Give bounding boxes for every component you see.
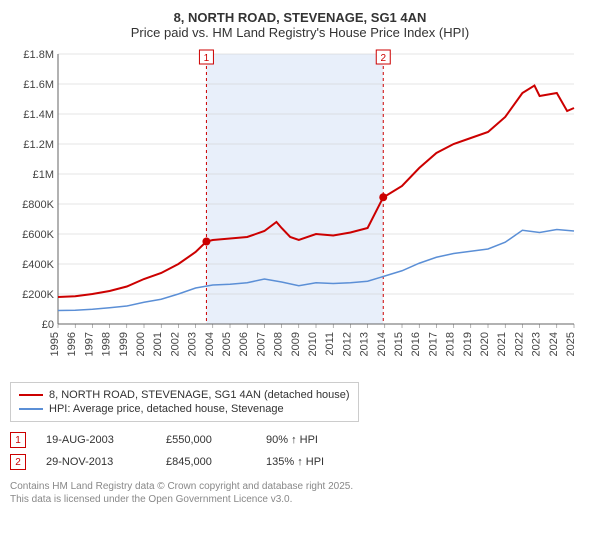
svg-text:2024: 2024 <box>548 332 560 356</box>
svg-text:1998: 1998 <box>101 332 113 356</box>
event-price: £845,000 <box>166 456 246 468</box>
svg-text:2002: 2002 <box>169 332 181 356</box>
svg-text:2000: 2000 <box>135 332 147 356</box>
svg-text:2007: 2007 <box>255 332 267 356</box>
event-table: 1 19-AUG-2003 £550,000 90% ↑ HPI 2 29-NOV-201… <box>10 432 590 470</box>
svg-text:2020: 2020 <box>479 332 491 356</box>
svg-text:1997: 1997 <box>83 332 95 356</box>
legend-swatch <box>19 408 43 410</box>
event-date: 19-AUG-2003 <box>46 434 146 446</box>
svg-text:2: 2 <box>380 53 386 64</box>
svg-text:1996: 1996 <box>66 332 78 356</box>
price-chart: £0 £200K £400K £600K £800K £1M £1.2M £1.4M £1.6M… <box>10 46 580 376</box>
svg-text:2003: 2003 <box>187 332 199 356</box>
svg-text:£1.6M: £1.6M <box>23 79 54 91</box>
svg-text:2001: 2001 <box>152 332 164 356</box>
svg-text:2005: 2005 <box>221 332 233 356</box>
title-line1: 8, NORTH ROAD, STEVENAGE, SG1 4AN <box>10 10 590 25</box>
svg-text:2006: 2006 <box>238 332 250 356</box>
svg-text:£400K: £400K <box>22 259 54 271</box>
event-pct: 135% ↑ HPI <box>266 456 324 468</box>
svg-text:2018: 2018 <box>445 332 457 356</box>
event-row: 1 19-AUG-2003 £550,000 90% ↑ HPI <box>10 432 590 448</box>
svg-text:2015: 2015 <box>393 332 405 356</box>
svg-text:2014: 2014 <box>376 332 388 356</box>
svg-text:2021: 2021 <box>496 332 508 356</box>
event-marker: 1 <box>10 432 26 448</box>
footer-line2: This data is licensed under the Open Gov… <box>10 493 590 506</box>
svg-text:2004: 2004 <box>204 332 216 356</box>
svg-text:2019: 2019 <box>462 332 474 356</box>
svg-text:£600K: £600K <box>22 229 54 241</box>
event-pct: 90% ↑ HPI <box>266 434 318 446</box>
svg-text:2008: 2008 <box>273 332 285 356</box>
svg-text:£200K: £200K <box>22 289 54 301</box>
svg-text:£1.2M: £1.2M <box>23 139 54 151</box>
chart-container: £0 £200K £400K £600K £800K £1M £1.2M £1.4M £1.6M… <box>10 46 590 376</box>
svg-text:2011: 2011 <box>324 332 336 356</box>
svg-text:2016: 2016 <box>410 332 422 356</box>
footer-line1: Contains HM Land Registry data © Crown c… <box>10 480 590 493</box>
event-marker: 2 <box>10 454 26 470</box>
event-row: 2 29-NOV-2013 £845,000 135% ↑ HPI <box>10 454 590 470</box>
svg-text:£1.4M: £1.4M <box>23 109 54 121</box>
legend-label: 8, NORTH ROAD, STEVENAGE, SG1 4AN (detac… <box>49 389 350 401</box>
legend: 8, NORTH ROAD, STEVENAGE, SG1 4AN (detac… <box>10 382 359 422</box>
event-date: 29-NOV-2013 <box>46 456 146 468</box>
svg-text:1: 1 <box>204 53 210 64</box>
svg-text:2017: 2017 <box>427 332 439 356</box>
legend-label: HPI: Average price, detached house, Stev… <box>49 403 284 415</box>
svg-text:£0: £0 <box>42 319 54 331</box>
svg-text:2010: 2010 <box>307 332 319 356</box>
svg-text:£1.8M: £1.8M <box>23 49 54 61</box>
svg-text:1999: 1999 <box>118 332 130 356</box>
svg-text:2012: 2012 <box>341 332 353 356</box>
title-line2: Price paid vs. HM Land Registry's House … <box>10 25 590 40</box>
svg-text:£1M: £1M <box>33 169 54 181</box>
chart-title: 8, NORTH ROAD, STEVENAGE, SG1 4AN Price … <box>10 10 590 40</box>
svg-text:2013: 2013 <box>359 332 371 356</box>
svg-text:2009: 2009 <box>290 332 302 356</box>
legend-row: HPI: Average price, detached house, Stev… <box>19 403 350 415</box>
footer-attribution: Contains HM Land Registry data © Crown c… <box>10 480 590 506</box>
legend-swatch <box>19 394 43 396</box>
event-price: £550,000 <box>166 434 246 446</box>
svg-text:2025: 2025 <box>565 332 577 356</box>
svg-text:2023: 2023 <box>531 332 543 356</box>
legend-row: 8, NORTH ROAD, STEVENAGE, SG1 4AN (detac… <box>19 389 350 401</box>
svg-text:1995: 1995 <box>49 332 61 356</box>
svg-text:2022: 2022 <box>513 332 525 356</box>
svg-text:£800K: £800K <box>22 199 54 211</box>
